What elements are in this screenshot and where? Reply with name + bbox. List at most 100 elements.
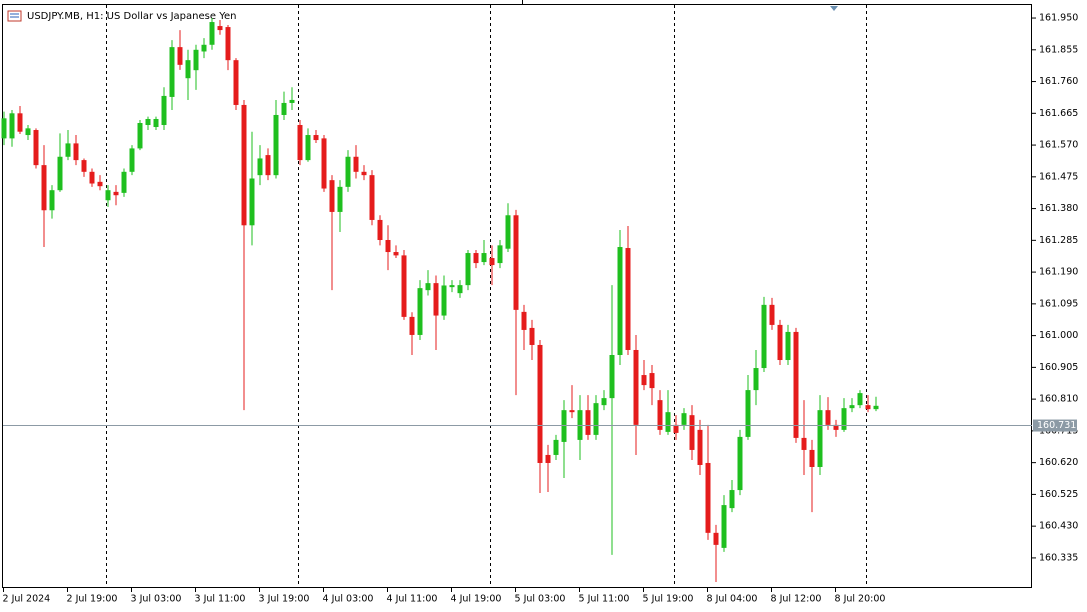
x-tick-label: 5 Jul 03:00 xyxy=(515,594,566,605)
candle-body xyxy=(161,95,167,126)
y-tick-label: 160.620 xyxy=(1039,457,1078,468)
candle-body xyxy=(769,304,775,325)
candle-body xyxy=(305,135,311,161)
candle-body xyxy=(785,331,791,361)
candle-body xyxy=(417,288,423,335)
candle-body xyxy=(329,180,335,212)
candle-body xyxy=(113,191,119,196)
y-tick-label: 161.000 xyxy=(1039,330,1078,341)
candle-body xyxy=(289,99,295,103)
candle-body xyxy=(257,158,263,176)
candle-body xyxy=(561,410,567,442)
candle-body xyxy=(225,27,231,61)
candle-body xyxy=(121,171,127,193)
candle-body xyxy=(793,331,799,438)
candle-body xyxy=(585,410,591,435)
current-price-label: 160.731 xyxy=(1037,420,1076,431)
symbol-icon xyxy=(7,10,22,22)
candle-body xyxy=(1,118,7,139)
candle-body xyxy=(337,186,343,212)
candle-body xyxy=(497,245,503,264)
candle-body xyxy=(129,148,135,172)
candle-body xyxy=(313,135,319,141)
candle-body xyxy=(601,398,607,406)
candle-body xyxy=(689,415,695,450)
candle-body xyxy=(457,285,463,294)
candle-body xyxy=(49,190,55,211)
candle-body xyxy=(873,405,879,410)
y-tick-label: 161.760 xyxy=(1039,76,1078,87)
candle-body xyxy=(177,47,183,65)
candle-body xyxy=(185,60,191,79)
candle-body xyxy=(713,532,719,545)
candle-body xyxy=(273,114,279,176)
candle-body xyxy=(489,258,495,266)
candle-body xyxy=(809,449,815,467)
candle-body xyxy=(529,327,535,345)
candle-body xyxy=(137,123,143,149)
candle-body xyxy=(705,462,711,533)
candle-body xyxy=(721,505,727,548)
icon-frame xyxy=(7,10,22,22)
candle-body xyxy=(65,143,71,157)
candle-body xyxy=(441,285,447,316)
candle-body xyxy=(537,344,543,463)
candle-body xyxy=(73,143,79,161)
x-tick-label: 4 Jul 19:00 xyxy=(451,594,502,605)
candle-body xyxy=(281,102,287,115)
candle-body xyxy=(465,253,471,286)
candle-body xyxy=(409,316,415,335)
candle-body xyxy=(81,160,87,172)
candle-body xyxy=(505,215,511,249)
candle-body xyxy=(825,410,831,425)
candle-body xyxy=(57,156,63,191)
candle-body xyxy=(249,178,255,226)
candle-body xyxy=(761,304,767,369)
y-tick-label: 160.525 xyxy=(1039,489,1078,500)
candle-body xyxy=(25,128,31,136)
x-tick-label: 5 Jul 19:00 xyxy=(643,594,694,605)
candle-body xyxy=(569,410,575,413)
candle-body xyxy=(393,252,399,256)
y-tick-label: 161.190 xyxy=(1039,267,1078,278)
candle-body xyxy=(153,118,159,128)
y-tick-label: 161.665 xyxy=(1039,108,1078,119)
y-tick-label: 160.810 xyxy=(1039,394,1078,405)
candle-body xyxy=(433,283,439,316)
y-tick-label: 161.855 xyxy=(1039,44,1078,55)
x-tick-label: 2 Jul 19:00 xyxy=(67,594,118,605)
candle-body xyxy=(801,437,807,450)
candle-body xyxy=(697,429,703,465)
candle-body xyxy=(481,253,487,263)
candle-body xyxy=(665,412,671,432)
candle-body xyxy=(425,283,431,291)
candle-body xyxy=(369,175,375,220)
candle-body xyxy=(361,171,367,176)
candle-body xyxy=(449,285,455,288)
x-tick-label: 3 Jul 03:00 xyxy=(131,594,182,605)
y-tick-label: 161.950 xyxy=(1039,13,1078,24)
candle-body xyxy=(513,215,519,310)
candle-body xyxy=(105,190,111,201)
candle-body xyxy=(673,424,679,433)
shift-marker xyxy=(830,6,838,11)
candle-body xyxy=(377,219,383,241)
candle-body xyxy=(321,138,327,189)
candle-body xyxy=(353,156,359,172)
candle-body xyxy=(849,405,855,409)
candle-body xyxy=(737,436,743,491)
x-tick-label: 8 Jul 04:00 xyxy=(707,594,758,605)
current-price-box xyxy=(1033,419,1077,432)
candle-body xyxy=(241,104,247,226)
candle-body xyxy=(41,165,47,211)
candle-body xyxy=(297,125,303,161)
y-tick-label: 161.285 xyxy=(1039,235,1078,246)
x-tick-label: 4 Jul 11:00 xyxy=(387,594,438,605)
candle-body xyxy=(9,113,15,139)
candle-body xyxy=(625,248,631,350)
y-tick-label: 161.380 xyxy=(1039,203,1078,214)
candle-body xyxy=(521,311,527,330)
candle-body xyxy=(657,400,663,430)
candle-body xyxy=(553,439,559,455)
